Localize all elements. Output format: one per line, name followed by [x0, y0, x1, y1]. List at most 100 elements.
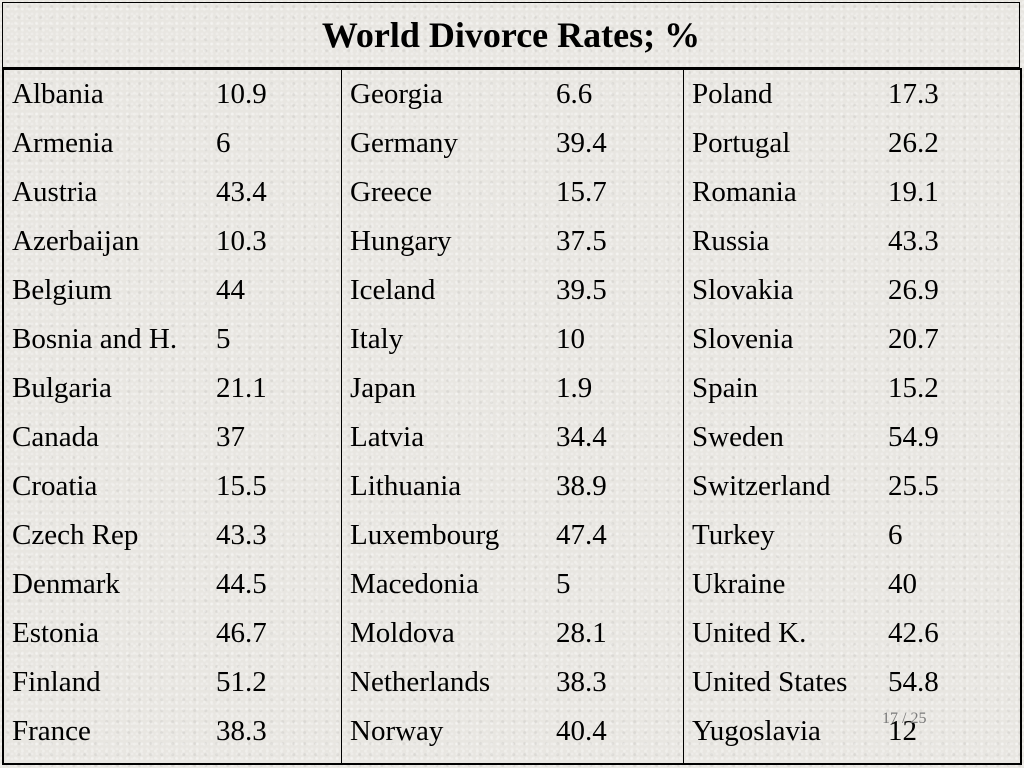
country-name: Slovakia	[692, 274, 794, 306]
country-name: Greece	[350, 176, 433, 208]
divorce-rate-value: 20.7	[888, 323, 939, 355]
divorce-rate-value: 5	[216, 323, 231, 355]
country-name: Slovenia	[692, 323, 794, 355]
country-name: Luxembourg	[350, 519, 500, 551]
divorce-rate-value: 44	[216, 274, 245, 306]
country-name: Germany	[350, 127, 458, 159]
country-name: Albania	[12, 78, 104, 110]
table-row: Estonia 46.7	[4, 609, 341, 658]
country-name: Denmark	[12, 568, 120, 600]
country-name: Iceland	[350, 274, 436, 306]
divorce-rate-value: 47.4	[556, 519, 607, 551]
table-column-1: Albania 10.9 Armenia 6 Austria 43.4 Azerbaijan…	[4, 70, 342, 763]
table-column-3: Poland 17.3 Portugal 26.2 Romania 19.1 Russia 4…	[684, 70, 1020, 763]
page-number: 17 / 25	[882, 710, 927, 727]
divorce-rate-value: 10	[556, 323, 585, 355]
country-name: Hungary	[350, 225, 452, 257]
divorce-rate-value: 10.9	[216, 78, 267, 110]
divorce-rate-value: 21.1	[216, 372, 267, 404]
table-row: Georgia 6.6	[342, 70, 683, 119]
divorce-rate-value: 34.4	[556, 421, 607, 453]
country-name: Estonia	[12, 617, 99, 649]
divorce-rate-value: 6.6	[556, 78, 593, 110]
divorce-rate-value: 44.5	[216, 568, 267, 600]
country-name: Italy	[350, 323, 404, 355]
divorce-rate-value: 51.2	[216, 666, 267, 698]
table-row: Denmark 44.5	[4, 560, 341, 609]
table-row: Finland 51.2	[4, 658, 341, 707]
country-name: Norway	[350, 715, 444, 747]
table-row: Slovenia 20.7	[684, 315, 1020, 364]
country-name: United States	[692, 666, 848, 698]
country-name: Finland	[12, 666, 101, 698]
country-name: Bosnia and H.	[12, 323, 178, 355]
country-name: United K.	[692, 617, 807, 649]
table-row: Moldova 28.1	[342, 609, 683, 658]
table-row: Bosnia and H. 5	[4, 315, 341, 364]
divorce-rate-value: 26.9	[888, 274, 939, 306]
table-row: United States 54.8	[684, 658, 1020, 707]
divorce-rate-value: 54.8	[888, 666, 939, 698]
table-row: Azerbaijan 10.3	[4, 217, 341, 266]
divorce-rate-value: 5	[556, 568, 571, 600]
country-name: Austria	[12, 176, 98, 208]
table-row: Lithuania 38.9	[342, 462, 683, 511]
divorce-rate-value: 28.1	[556, 617, 607, 649]
table-row: Croatia 15.5	[4, 462, 341, 511]
country-name: Bulgaria	[12, 372, 112, 404]
table-row: Latvia 34.4	[342, 413, 683, 462]
table-row: Iceland 39.5	[342, 266, 683, 315]
divorce-rate-value: 40.4	[556, 715, 607, 747]
divorce-rate-value: 6	[888, 519, 903, 551]
table-row: Turkey 6	[684, 511, 1020, 560]
divorce-rate-value: 10.3	[216, 225, 267, 257]
country-name: France	[12, 715, 91, 747]
divorce-rate-value: 43.3	[216, 519, 267, 551]
country-name: Czech Rep	[12, 519, 139, 551]
country-name: Canada	[12, 421, 99, 453]
table-row: Poland 17.3	[684, 70, 1020, 119]
divorce-rate-value: 46.7	[216, 617, 267, 649]
divorce-rate-value: 15.7	[556, 176, 607, 208]
table-row: Hungary 37.5	[342, 217, 683, 266]
country-name: Netherlands	[350, 666, 491, 698]
divorce-rate-value: 39.5	[556, 274, 607, 306]
table-row: France 38.3	[4, 707, 341, 756]
table-row: Sweden 54.9	[684, 413, 1020, 462]
country-name: Latvia	[350, 421, 425, 453]
table-row: Albania 10.9	[4, 70, 341, 119]
divorce-rate-value: 15.5	[216, 470, 267, 502]
divorce-rate-value: 37	[216, 421, 245, 453]
table-row: Bulgaria 21.1	[4, 364, 341, 413]
table-row: Japan 1.9	[342, 364, 683, 413]
table-row: Romania 19.1	[684, 168, 1020, 217]
table-row: Belgium 44	[4, 266, 341, 315]
country-name: Switzerland	[692, 470, 831, 502]
divorce-rate-value: 42.6	[888, 617, 939, 649]
divorce-rate-value: 40	[888, 568, 917, 600]
divorce-rate-value: 38.9	[556, 470, 607, 502]
table-row: Greece 15.7	[342, 168, 683, 217]
divorce-rate-value: 26.2	[888, 127, 939, 159]
table-row: Spain 15.2	[684, 364, 1020, 413]
table-row: Yugoslavia 12	[684, 707, 1020, 756]
table-row: Italy 10	[342, 315, 683, 364]
table-row: United K. 42.6	[684, 609, 1020, 658]
divorce-rate-value: 39.4	[556, 127, 607, 159]
table-row: Luxembourg 47.4	[342, 511, 683, 560]
country-name: Romania	[692, 176, 797, 208]
table-column-2: Georgia 6.6 Germany 39.4 Greece 15.7 Hungary 37…	[342, 70, 684, 763]
table-row: Ukraine 40	[684, 560, 1020, 609]
divorce-rate-value: 37.5	[556, 225, 607, 257]
country-name: Georgia	[350, 78, 443, 110]
title-bar: World Divorce Rates; %	[2, 2, 1020, 68]
country-name: Moldova	[350, 617, 455, 649]
country-name: Portugal	[692, 127, 791, 159]
table-row: Netherlands 38.3	[342, 658, 683, 707]
country-name: Lithuania	[350, 470, 462, 502]
divorce-rate-value: 25.5	[888, 470, 939, 502]
country-name: Yugoslavia	[692, 715, 821, 747]
country-name: Turkey	[692, 519, 775, 551]
table-row: Norway 40.4	[342, 707, 683, 756]
divorce-rate-value: 43.4	[216, 176, 267, 208]
